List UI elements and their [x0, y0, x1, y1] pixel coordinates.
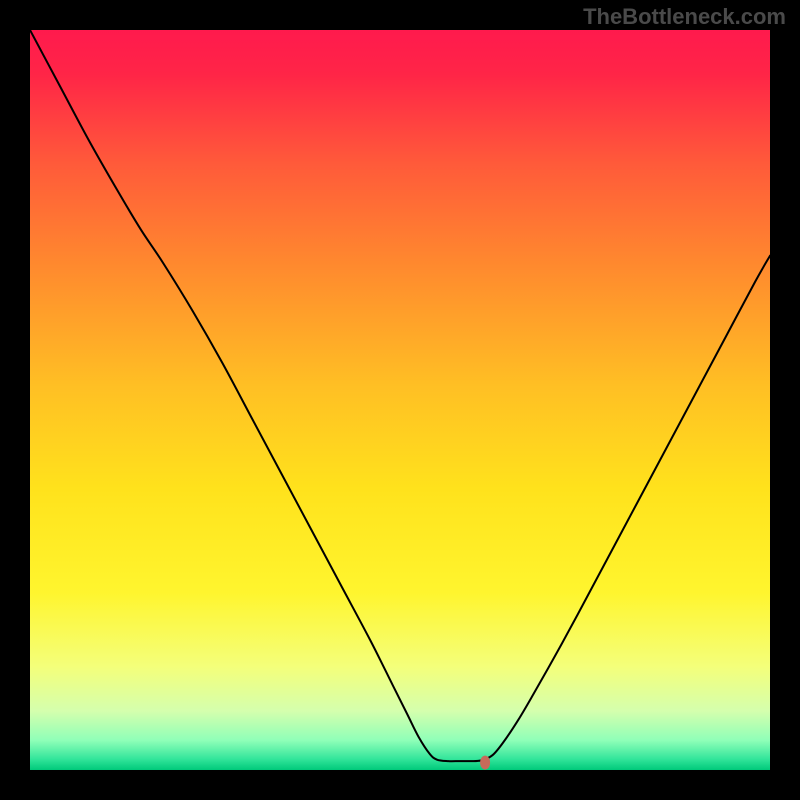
optimal-marker — [480, 756, 490, 770]
watermark-text: TheBottleneck.com — [583, 4, 786, 30]
bottleneck-chart — [30, 30, 770, 770]
chart-container — [30, 30, 770, 770]
chart-background — [30, 30, 770, 770]
